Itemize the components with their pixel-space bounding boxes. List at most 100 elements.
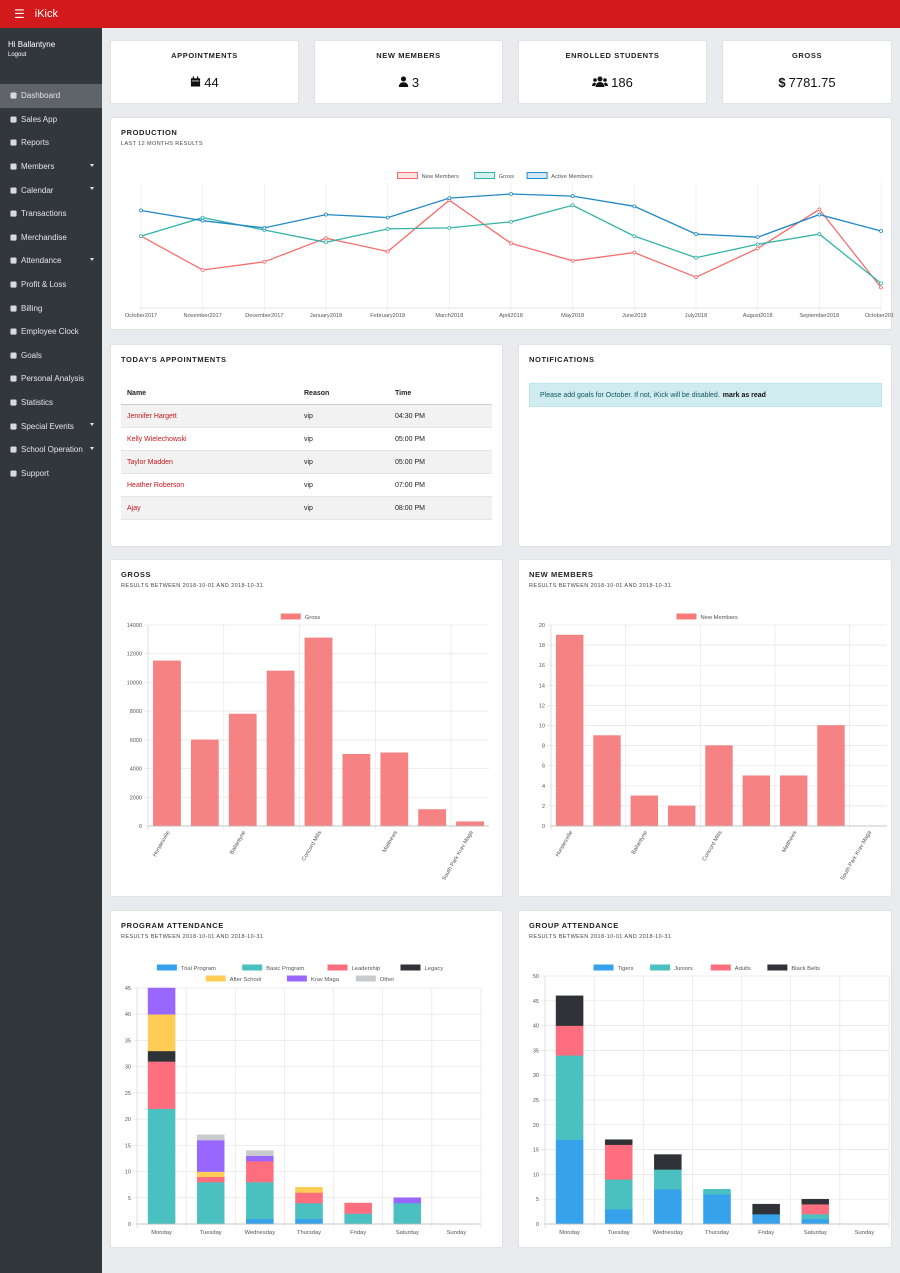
sidebar-item-dashboard[interactable]: Dashboard — [0, 84, 102, 108]
stat-value: 186 — [611, 75, 633, 90]
card-title: GROUP ATTENDANCE — [529, 921, 619, 930]
legend-swatch — [327, 964, 348, 971]
legend-swatch — [280, 613, 301, 620]
sidebar-item-personal-analysis[interactable]: Personal Analysis — [0, 367, 102, 391]
x-tick-label: Concord Mills — [702, 830, 724, 863]
clock-icon — [8, 327, 18, 337]
sidebar-item-special-events[interactable]: Special Events — [0, 414, 102, 438]
stat-card-appointments: APPOINTMENTS 44 — [110, 40, 299, 104]
data-point — [632, 250, 637, 255]
top-bar: ☰ iKick — [0, 0, 900, 28]
card-title: GROSS — [121, 570, 152, 579]
new-members-bar-chart: New Members 0 2 4 6 8 10 12 14 16 18 20 Hurstesville… — [539, 613, 887, 882]
sidebar-item-transactions[interactable]: Transactions — [0, 202, 102, 226]
data-point — [324, 236, 328, 241]
appointment-time: 04:30 PM — [389, 404, 492, 428]
star-icon — [8, 421, 18, 431]
table-row: Taylor Madden vip 05:00 PM — [121, 450, 492, 474]
card-subtitle: RESULTS BETWEEN 2018-10-01 AND 2018-10-3… — [121, 583, 264, 589]
bar — [153, 660, 181, 827]
x-tick-label: August2018 — [743, 313, 773, 319]
stat-value: 7781.75 — [788, 75, 836, 90]
sidebar-item-sales-app[interactable]: Sales App — [0, 108, 102, 132]
sidebar-item-members[interactable]: Members — [0, 155, 102, 179]
bar — [196, 1139, 225, 1172]
legend-label: Trial Program — [181, 966, 216, 972]
appointment-name-link[interactable]: Heather Roberson — [121, 473, 298, 497]
bar — [705, 745, 733, 827]
sidebar-item-employee-clock[interactable]: Employee Clock — [0, 320, 102, 344]
sidebar-item-statistics[interactable]: Statistics — [0, 391, 102, 415]
bar — [555, 1025, 584, 1056]
bar — [742, 775, 771, 827]
bar — [196, 1134, 225, 1141]
x-tick-label: Concord Mills — [301, 830, 323, 863]
sidebar-item-billing[interactable]: Billing — [0, 296, 102, 320]
sidebar-item-label: Personal Analysis — [21, 374, 85, 384]
program-attendance-chart: Trial Program Basic Program Leadership Lega… — [125, 964, 482, 1236]
data-point — [570, 258, 575, 263]
user-greeting: Hi Ballantyne — [8, 40, 56, 49]
bar — [604, 1179, 633, 1210]
table-row: Heather Roberson vip 07:00 PM — [121, 473, 492, 497]
new-members-card: NEW MEMBERS RESULTS BETWEEN 2018-10-01 A… — [518, 559, 892, 897]
bar — [147, 1013, 176, 1052]
handshake-icon — [8, 374, 18, 384]
lifebuoy-icon — [8, 468, 18, 478]
x-tick-label: April2018 — [499, 313, 523, 319]
sidebar-item-support[interactable]: Support — [0, 462, 102, 486]
sidebar-item-school-operation[interactable]: School Operation — [0, 438, 102, 462]
users-icon — [592, 75, 609, 90]
sidebar-item-label: Support — [21, 468, 50, 478]
data-point — [879, 229, 883, 233]
sidebar-item-goals[interactable]: Goals — [0, 344, 102, 368]
sidebar-item-attendance[interactable]: Attendance — [0, 249, 102, 273]
sidebar-nav: Dashboard Sales App Reports Members Calendar… — [0, 84, 102, 485]
bar — [604, 1208, 633, 1225]
data-point — [817, 232, 822, 236]
appointment-name-link[interactable]: Ajay — [121, 496, 298, 520]
sidebar-item-profit-loss[interactable]: Profit & Loss — [0, 273, 102, 297]
appointment-reason: vip — [298, 473, 389, 497]
y-tick-label: 30 — [125, 1065, 131, 1071]
bar — [266, 670, 295, 827]
appointment-time: 07:00 PM — [389, 473, 492, 497]
y-tick-label: 0 — [139, 824, 142, 830]
program-attendance-card: PROGRAM ATTENDANCE RESULTS BETWEEN 2018-… — [110, 910, 503, 1248]
sidebar-item-label: Profit & Loss — [21, 280, 67, 290]
caret-down-icon — [90, 446, 94, 450]
appointment-name-link[interactable]: Kelly Wielechowski — [121, 427, 298, 451]
hamburger-menu-icon[interactable]: ☰ — [14, 7, 25, 21]
bar — [342, 753, 371, 827]
caret-down-icon — [90, 163, 94, 167]
gross-card: GROSS RESULTS BETWEEN 2018-10-01 AND 201… — [110, 559, 503, 897]
sidebar-item-merchandise[interactable]: Merchandise — [0, 226, 102, 250]
logout-link[interactable]: Logout — [8, 52, 27, 58]
data-point — [262, 259, 267, 264]
data-point — [632, 204, 637, 209]
y-tick-label: 5 — [128, 1196, 131, 1202]
y-tick-label: 16 — [539, 663, 545, 669]
data-point — [570, 203, 575, 208]
bar — [418, 809, 447, 827]
sidebar-item-calendar[interactable]: Calendar — [0, 178, 102, 202]
data-point — [139, 234, 143, 239]
x-tick-label: Friday — [350, 1230, 366, 1236]
notification-alert: Please add goals for October. If not, iK… — [529, 383, 882, 407]
sidebar-item-label: Statistics — [21, 398, 54, 408]
legend-label: New Members — [700, 615, 737, 621]
mark-as-read-link[interactable]: mark as read — [722, 391, 766, 399]
appointment-name-link[interactable]: Taylor Madden — [121, 450, 298, 474]
card-subtitle: LAST 12 MONTHS RESULTS — [121, 141, 203, 147]
sidebar-item-label: Reports — [21, 138, 50, 148]
appointment-name-link[interactable]: Jennifer Hargett — [121, 404, 298, 428]
y-tick-label: 12000 — [127, 652, 142, 658]
stat-label: ENROLLED STUDENTS — [565, 51, 660, 60]
legend-swatch — [593, 964, 614, 971]
data-point — [385, 227, 390, 231]
caret-down-icon — [90, 423, 94, 427]
sidebar-item-reports[interactable]: Reports — [0, 131, 102, 155]
dashboard-icon — [8, 91, 18, 101]
bar — [196, 1171, 225, 1178]
bar — [393, 1202, 422, 1225]
